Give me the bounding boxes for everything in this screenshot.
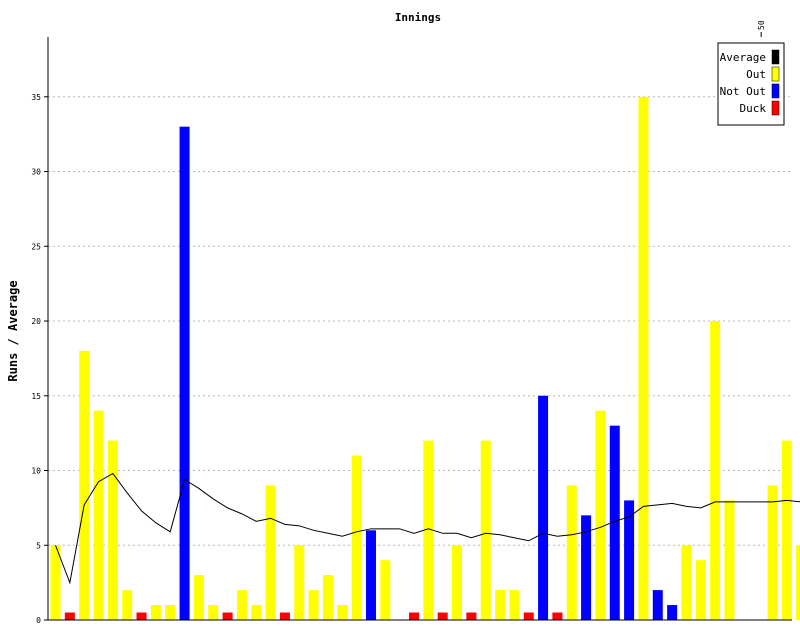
out-bar (308, 590, 319, 620)
out-bar (165, 605, 176, 620)
out-bar (509, 590, 520, 620)
out-bar (724, 500, 735, 620)
out-bar (208, 605, 219, 620)
out-bar (107, 440, 118, 620)
average-line (55, 472, 800, 585)
out-bar (93, 410, 104, 620)
y-tick-label: 0 (36, 616, 41, 625)
not-out-bar (581, 515, 592, 620)
out-bar (566, 485, 577, 620)
out-bar (781, 440, 792, 620)
legend-swatch (771, 100, 780, 116)
bar-series (50, 96, 800, 621)
y-tick-label: 30 (31, 168, 41, 177)
out-bar (351, 455, 362, 620)
out-bar (796, 545, 800, 620)
out-bar (681, 545, 692, 620)
duck-bar (437, 612, 448, 620)
out-bar (495, 590, 506, 620)
legend-label: Average (720, 51, 766, 64)
out-bar (480, 440, 491, 620)
y-tick-label: 25 (31, 242, 41, 251)
axes (47, 37, 792, 621)
y-tick-label: 10 (31, 467, 41, 476)
out-bar (193, 575, 204, 620)
duck-bar (64, 612, 75, 620)
legend-swatch (771, 49, 780, 65)
duck-bar (222, 612, 233, 620)
legend-label: Not Out (720, 85, 766, 98)
not-out-bar (365, 530, 376, 620)
duck-bar (523, 612, 534, 620)
legend-label: Duck (740, 102, 767, 115)
out-bar (710, 321, 721, 620)
not-out-bar (652, 590, 663, 620)
out-bar (150, 605, 161, 620)
duck-bar (279, 612, 290, 620)
duck-bar (466, 612, 477, 620)
out-bar (380, 560, 391, 620)
out-bar (236, 590, 247, 620)
not-out-bar (667, 605, 678, 620)
out-bar (265, 485, 276, 620)
out-bar (79, 350, 90, 620)
legend-swatch (771, 66, 780, 82)
not-out-bar (609, 425, 620, 620)
out-bar (695, 560, 706, 620)
out-bar (452, 545, 463, 620)
not-out-bar (538, 395, 549, 620)
duck-bar (552, 612, 563, 620)
grid-lines (48, 96, 792, 546)
y-tick-label: 20 (31, 317, 41, 326)
legend: Average Out Not Out Duck (717, 42, 785, 126)
out-bar (337, 605, 348, 620)
legend-swatch (771, 83, 780, 99)
out-bar (595, 410, 606, 620)
y-tick-label: 5 (36, 541, 41, 550)
chart-title: Innings (395, 11, 441, 24)
out-bar (122, 590, 133, 620)
duck-bar (409, 612, 419, 620)
average-line-layer (55, 472, 800, 585)
out-bar (251, 605, 262, 620)
not-out-bar (624, 500, 635, 620)
y-axis-label: Runs / Average (6, 280, 20, 381)
out-bar (767, 485, 778, 620)
out-bar (294, 545, 305, 620)
duck-bar (136, 612, 147, 620)
out-bar (423, 440, 434, 620)
out-bar (50, 545, 61, 620)
not-out-bar (179, 126, 190, 620)
out-bar (322, 575, 333, 620)
top-tick-label: 50 (757, 20, 766, 30)
legend-label: Out (746, 68, 766, 81)
y-tick-label: 15 (31, 392, 41, 401)
tick-labels: 0 5 10 15 20 25 30 35 50 (31, 20, 766, 625)
out-bar (638, 96, 649, 621)
y-tick-label: 35 (31, 93, 41, 102)
